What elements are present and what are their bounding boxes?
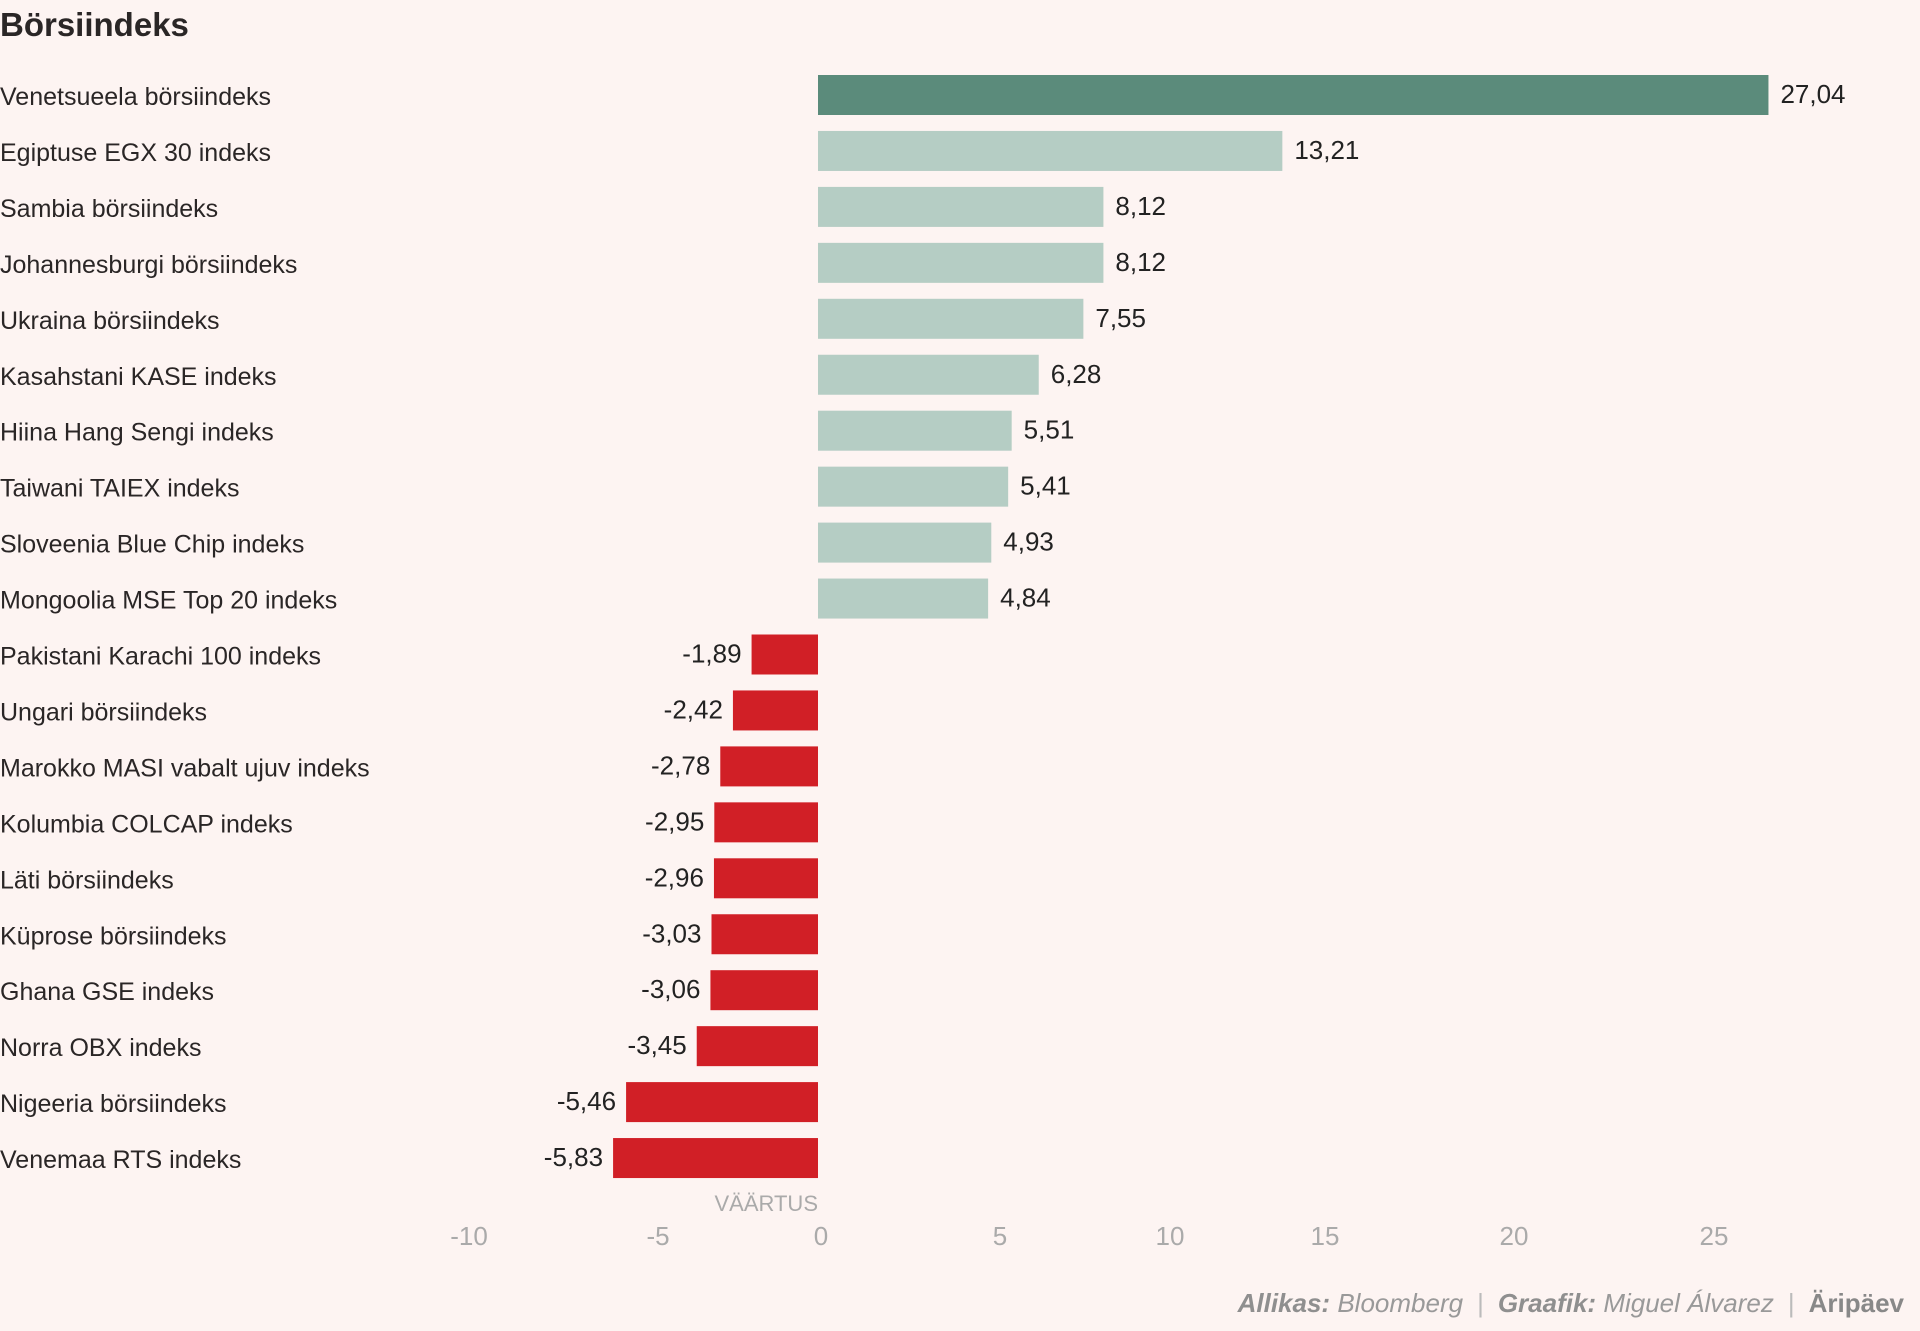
data-label: -2,78 xyxy=(651,750,710,780)
bar xyxy=(818,298,1084,339)
data-label: 4,93 xyxy=(1003,527,1054,557)
data-label: -3,03 xyxy=(642,918,701,948)
data-label: 8,12 xyxy=(1115,247,1166,277)
brand-logo: Äripäev xyxy=(1808,1288,1904,1318)
x-tick-label: 15 xyxy=(1311,1221,1340,1251)
data-label: -5,83 xyxy=(544,1142,603,1172)
bar xyxy=(732,690,818,731)
data-label: 5,41 xyxy=(1020,471,1071,501)
data-label: 27,04 xyxy=(1780,79,1845,109)
source-value: Bloomberg xyxy=(1337,1288,1464,1318)
bar xyxy=(710,970,818,1011)
category-label: Hiina Hang Sengi indeks xyxy=(0,419,274,447)
data-label: 13,21 xyxy=(1294,135,1359,165)
category-label: Sambia börsiindeks xyxy=(0,195,218,223)
bar xyxy=(818,522,992,563)
data-label: -3,45 xyxy=(627,1030,686,1060)
bar xyxy=(818,242,1104,283)
graphic-value: Miguel Álvarez xyxy=(1603,1288,1774,1318)
bar xyxy=(613,1138,818,1179)
category-label: Taiwani TAIEX indeks xyxy=(0,475,239,503)
footer-separator: | xyxy=(1787,1288,1795,1318)
data-label: -3,06 xyxy=(641,974,700,1004)
category-label: Kolumbia COLCAP indeks xyxy=(0,810,293,838)
data-label: -2,42 xyxy=(664,694,723,724)
category-label: Nigeeria börsiindeks xyxy=(0,1090,227,1118)
bar xyxy=(720,746,818,787)
x-tick-label: -5 xyxy=(646,1221,669,1251)
category-label: Venemaa RTS indeks xyxy=(0,1146,241,1174)
category-label: Küprose börsiindeks xyxy=(0,922,227,950)
x-tick-label: -10 xyxy=(450,1221,488,1251)
bar xyxy=(696,1026,818,1067)
data-label: -5,46 xyxy=(557,1086,616,1116)
data-label: 6,28 xyxy=(1051,359,1102,389)
data-label: -2,96 xyxy=(645,862,704,892)
category-label: Kasahstani KASE indeks xyxy=(0,363,277,391)
graphic-label: Graafik: xyxy=(1497,1288,1597,1318)
bar xyxy=(713,858,818,899)
bar xyxy=(818,130,1283,171)
data-label: -2,95 xyxy=(645,806,704,836)
bar xyxy=(751,634,818,675)
bar xyxy=(818,578,989,619)
category-label: Venetsueela börsiindeks xyxy=(0,83,271,111)
x-tick-label: 0 xyxy=(814,1221,828,1251)
footer-separator: | xyxy=(1477,1288,1484,1318)
bar xyxy=(818,75,1769,115)
bar xyxy=(818,410,1012,451)
source-label: Allikas: xyxy=(1237,1288,1331,1318)
bar xyxy=(714,802,818,843)
category-label: Egiptuse EGX 30 indeks xyxy=(0,139,271,167)
chart-footer: Allikas: Bloomberg | Graafik: Miguel Álvar… xyxy=(1238,1288,1904,1319)
x-tick-label: 25 xyxy=(1700,1221,1729,1251)
category-label: Ungari börsiindeks xyxy=(0,698,207,726)
x-tick-label: 5 xyxy=(993,1221,1007,1251)
category-label: Johannesburgi börsiindeks xyxy=(0,251,297,279)
category-label: Pakistani Karachi 100 indeks xyxy=(0,643,321,671)
data-label: 7,55 xyxy=(1095,303,1146,333)
category-label: Marokko MASI vabalt ujuv indeks xyxy=(0,754,370,782)
data-label: 8,12 xyxy=(1115,191,1166,221)
x-tick-label: 10 xyxy=(1156,1221,1185,1251)
bar xyxy=(711,914,818,955)
bar xyxy=(626,1082,818,1123)
data-label: 5,51 xyxy=(1024,415,1075,445)
category-label: Ghana GSE indeks xyxy=(0,978,214,1006)
bar xyxy=(818,186,1104,227)
category-label: Läti börsiindeks xyxy=(0,866,174,894)
x-tick-label: 20 xyxy=(1500,1221,1529,1251)
data-label: -1,89 xyxy=(682,639,741,669)
category-label: Ukraina börsiindeks xyxy=(0,307,220,335)
x-axis-title: VÄÄRTUS xyxy=(714,1191,818,1216)
category-label: Mongoolia MSE Top 20 indeks xyxy=(0,587,337,615)
bar xyxy=(818,466,1009,507)
category-label: Sloveenia Blue Chip indeks xyxy=(0,531,304,559)
data-label: 4,84 xyxy=(1000,583,1051,613)
category-label: Norra OBX indeks xyxy=(0,1034,201,1062)
bar xyxy=(818,354,1039,395)
chart-title: Börsiindeks xyxy=(0,6,189,43)
